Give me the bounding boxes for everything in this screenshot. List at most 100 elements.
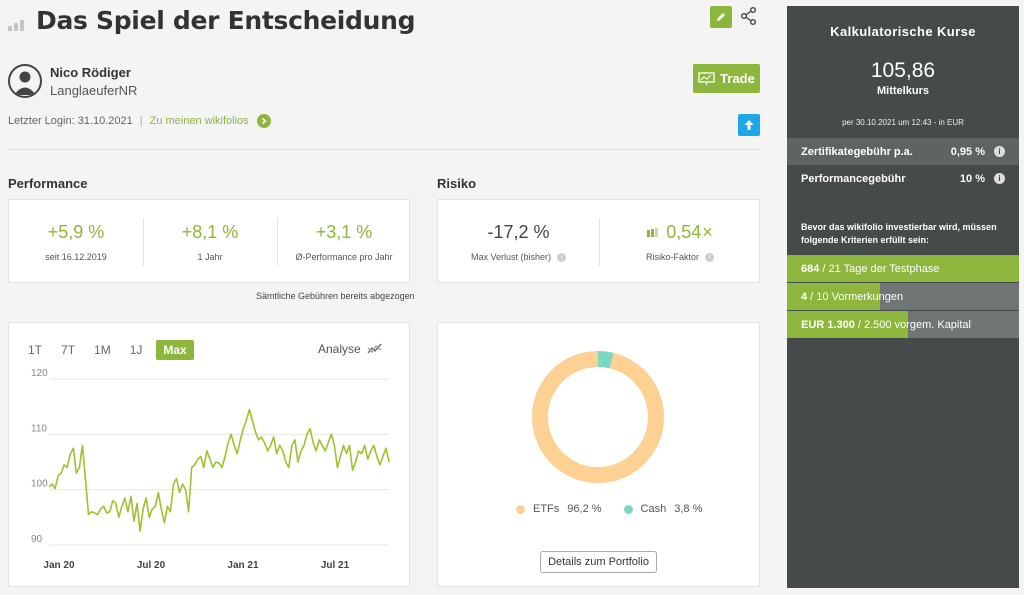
progress-strong: 4	[801, 290, 808, 303]
progress-text: EUR 1.300 / 2.500 vorgem. Kapital	[801, 311, 971, 338]
progress-text: 4 / 10 Vormerkungen	[801, 283, 903, 310]
kpi-one-year: +8,1 % 1 Jahr	[143, 200, 277, 282]
price-date: per 30.10.2021 um 12:43 - in EUR	[842, 118, 964, 127]
cash-legend-dot	[623, 504, 633, 514]
kpi-value: +8,1 %	[181, 222, 239, 242]
y-tick-label: 110	[31, 423, 47, 434]
main-content: Das Spiel der Entscheidung Nico Rödiger …	[8, 6, 760, 587]
avatar[interactable]	[8, 64, 42, 98]
allocation-legend: ETFs 96,2 % Cash 3,8 %	[516, 503, 702, 515]
kpi-separator	[277, 218, 278, 266]
share-icon[interactable]	[740, 6, 758, 26]
last-login: Letzter Login: 31.10.2021	[8, 115, 133, 127]
trade-label: Trade	[720, 71, 755, 86]
allocation-donut-chart[interactable]	[438, 331, 759, 501]
fee-row-performance: Performancegebühr 10 % i	[787, 165, 1019, 192]
kpi-label: seit 16.12.2019	[45, 252, 107, 262]
mid-price-label: Mittelkurs	[877, 85, 929, 97]
analyse-button[interactable]: Analyse	[318, 342, 383, 356]
ranking-bars-icon	[8, 17, 28, 31]
kpi-avg-per-year: +3,1 % Ø-Performance pro Jahr	[277, 200, 411, 282]
info-icon[interactable]: i	[994, 146, 1005, 157]
kpi-label: Ø-Performance pro Jahr	[295, 252, 393, 262]
trader-handle[interactable]: LanglaeuferNR	[50, 82, 138, 98]
progress-reservations: 4 / 10 Vormerkungen	[787, 283, 1019, 310]
info-icon[interactable]: i	[994, 173, 1005, 184]
login-separator: |	[139, 115, 143, 127]
progress-text: 684 / 21 Tage der Testphase	[801, 255, 939, 282]
performance-title: Performance	[8, 176, 88, 191]
portfolio-details-button[interactable]: Details zum Portfolio	[540, 551, 657, 573]
kpi-value-row: 0,54 ×	[599, 222, 761, 243]
fee-label: Zertifikategebühr p.a.	[801, 145, 913, 158]
fees-note: Sämtliche Gebühren bereits abgezogen	[256, 291, 415, 301]
progress-test-phase: 684 / 21 Tage der Testphase	[787, 255, 1019, 282]
scroll-up-button[interactable]	[738, 114, 760, 136]
tab-1j[interactable]: 1J	[129, 343, 143, 357]
analyse-label: Analyse	[318, 342, 361, 356]
donut-slice-etfs[interactable]	[532, 351, 664, 483]
trader-name[interactable]: Nico Rödiger	[50, 64, 131, 80]
donut-slice-cash[interactable]	[597, 351, 614, 369]
info-icon[interactable]: i	[557, 252, 567, 262]
allocation-card	[437, 322, 760, 587]
performance-chart-card: 90 100 110 120 Jan 20 Jul 20 Jan 21 Jul 21	[8, 322, 410, 587]
divider	[8, 149, 760, 150]
kpi-value: 0,54	[666, 222, 702, 242]
y-tick-label: 120	[31, 368, 48, 379]
performance-line	[48, 408, 390, 532]
fee-value: 0,95 %	[950, 145, 985, 158]
trader-info: Nico Rödiger LanglaeuferNR	[8, 64, 137, 98]
pencil-icon	[717, 13, 725, 21]
legend-etfs-label: ETFs	[533, 503, 560, 515]
legend-cash-value: 3,8 %	[674, 503, 703, 515]
trade-button[interactable]: Trade	[693, 64, 760, 93]
criteria-text: Bevor das wikifolio investierbar wird, m…	[801, 222, 997, 245]
kpi-label: Risiko-Faktor	[645, 252, 699, 262]
trade-chart-icon	[698, 71, 715, 85]
y-tick-label: 90	[31, 534, 43, 545]
edit-button[interactable]	[710, 6, 732, 28]
progress-strong: 684	[801, 262, 820, 275]
arrow-up-icon	[744, 120, 754, 130]
progress-rest: / 2.500 vorgem. Kapital	[854, 318, 971, 331]
x-tick-label: Jan 20	[43, 560, 75, 571]
progress-rest: / 10 Vormerkungen	[807, 290, 904, 303]
analyse-chart-icon	[367, 343, 382, 354]
kpi-label-row: Risiko-Faktor i	[599, 252, 761, 262]
risk-title: Risiko	[437, 176, 477, 191]
progress-fill	[787, 255, 1019, 282]
kpi-label: Max Verlust (bisher)	[470, 252, 552, 262]
risk-gauge-icon	[647, 228, 659, 237]
tab-7t[interactable]: 7T	[61, 343, 76, 357]
tab-max[interactable]: Max	[156, 340, 194, 360]
mid-price: 105,86	[870, 59, 936, 82]
kpi-value: -17,2 %	[487, 222, 550, 242]
user-icon	[14, 71, 36, 95]
kpi-value: +5,9 %	[47, 222, 105, 242]
login-row: Letzter Login: 31.10.2021 | Zu meinen wi…	[8, 114, 271, 128]
kpi-value: +3,1 %	[315, 222, 373, 242]
progress-rest: / 21 Tage der Testphase	[819, 262, 940, 275]
chart-range-tabs: 1T 7T 1M 1J Max	[28, 340, 213, 360]
chevron-right-icon[interactable]	[256, 114, 271, 128]
tab-1m[interactable]: 1M	[94, 343, 111, 357]
risk-card: -17,2 % Max Verlust (bisher) i 0,54 × Ris…	[437, 199, 760, 283]
x-tick-label: Jul 21	[321, 560, 350, 571]
info-icon[interactable]: i	[705, 252, 714, 262]
performance-line-chart[interactable]: 90 100 110 120 Jan 20 Jul 20 Jan 21 Jul 21	[9, 323, 409, 586]
kpi-max-loss: -17,2 % Max Verlust (bisher) i	[438, 200, 599, 282]
performance-card: +5,9 % seit 16.12.2019 +8,1 % 1 Jahr +3,…	[8, 199, 410, 283]
progress-capital: EUR 1.300 / 2.500 vorgem. Kapital	[787, 311, 1019, 338]
kpi-separator	[143, 218, 144, 266]
kpi-risk-factor: 0,54 × Risiko-Faktor i	[599, 200, 761, 282]
sidebar-title: Kalkulatorische Kurse	[830, 24, 976, 39]
kpi-label-row: Max Verlust (bisher) i	[438, 252, 599, 262]
tab-1t[interactable]: 1T	[28, 343, 43, 357]
etfs-legend-dot	[516, 504, 525, 514]
progress-fill	[787, 283, 880, 310]
fee-value: 10 %	[959, 172, 985, 185]
wikifolios-link[interactable]: Zu meinen wikifolios	[149, 115, 249, 127]
kpi-unit: ×	[702, 222, 713, 242]
y-tick-label: 100	[31, 479, 48, 490]
